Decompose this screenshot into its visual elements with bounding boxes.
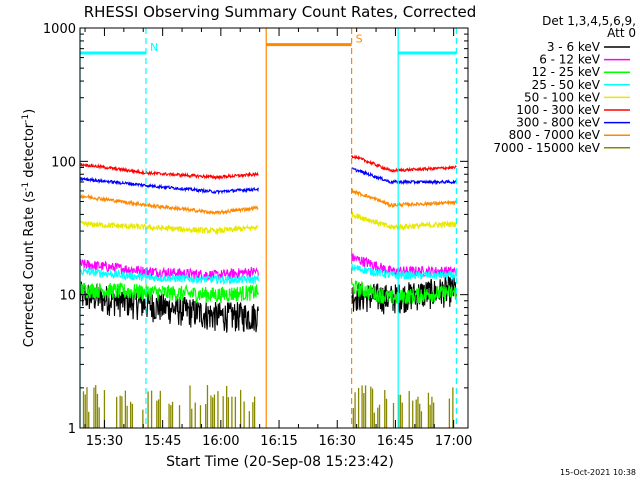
legend-label-3-6-keV: 3 - 6 keV (547, 40, 601, 54)
y-axis-label-sup1: -1 (21, 182, 31, 191)
x-tick-label: 15:45 (144, 434, 181, 449)
series-800-7000-keV-segment-0 (79, 193, 259, 216)
annotation-n-0: N (79, 28, 158, 428)
annotation-s-1: S (265, 28, 363, 428)
legend-label-100-300-keV: 100 - 300 keV (516, 103, 600, 117)
series-50-100-keV-segment-0 (79, 220, 259, 236)
annotation-n-0-label: N (150, 41, 158, 54)
series-12-25-keV-segment-0 (79, 281, 259, 304)
legend-label-300-800-keV: 300 - 800 keV (516, 116, 600, 130)
x-axis-label: Start Time (20-Sep-08 15:23:42) (166, 454, 394, 470)
y-tick-label: 10 (59, 289, 76, 304)
y-axis: 1 10 100 1000 (43, 22, 468, 437)
series-100-300-keV-segment-1 (351, 154, 457, 173)
legend-label-50-100-keV: 50 - 100 keV (524, 90, 601, 104)
annotation-s-1-label: S (356, 33, 363, 46)
series-7000-15000-keV-spikes-0 (82, 385, 256, 428)
chart-title: RHESSI Observing Summary Count Rates, Co… (84, 3, 477, 21)
legend-label-12-25-keV: 12 - 25 keV (532, 65, 601, 79)
y-tick-label: 1000 (43, 22, 76, 37)
series-800-7000-keV-segment-1 (351, 187, 457, 209)
y-axis-label-sup2: -1 (21, 114, 31, 123)
x-tick-label: 16:45 (377, 434, 414, 449)
series-300-800-keV-segment-0 (79, 176, 259, 196)
y-axis-label-main: Corrected Count Rate (s (22, 191, 37, 348)
series-7000-15000-keV-spikes-1 (352, 385, 454, 428)
y-axis-label-end: ) (22, 109, 37, 114)
series-50-100-keV-segment-1 (351, 211, 457, 232)
legend-label-6-12-keV: 6 - 12 keV (539, 53, 601, 67)
series-25-50-keV-segment-0 (79, 266, 259, 286)
y-tick-label: 100 (51, 155, 76, 170)
legend-header-line2: Att 0 (607, 26, 636, 40)
timestamp: 15-Oct-2021 10:38 (560, 468, 636, 477)
x-tick-label: 17:00 (435, 434, 472, 449)
annotation-interval-2 (397, 28, 457, 428)
y-axis-label-mid: detector (22, 122, 37, 182)
x-tick-label: 16:30 (319, 434, 356, 449)
plot-frame (79, 27, 469, 429)
x-tick-label: 16:15 (260, 434, 297, 449)
series-layer (79, 154, 457, 428)
y-axis-label: Corrected Count Rate (s-1 detector-1) (21, 109, 37, 347)
x-axis: 15:30 15:45 16:00 16:15 16:30 16:45 17:00 (84, 28, 472, 449)
legend-label-7000-15000-keV: 7000 - 15000 keV (493, 141, 600, 155)
y-tick-label: 1 (68, 422, 76, 437)
x-tick-label: 15:30 (86, 434, 123, 449)
legend-label-800-7000-keV: 800 - 7000 keV (509, 128, 601, 142)
series-3-6-keV-segment-0 (79, 281, 259, 333)
legend-label-25-50-keV: 25 - 50 keV (532, 78, 601, 92)
x-tick-label: 16:00 (202, 434, 239, 449)
series-100-300-keV-segment-0 (79, 162, 259, 181)
series-25-50-keV-segment-1 (351, 263, 457, 280)
series-300-800-keV-segment-1 (351, 167, 457, 186)
legend-header-line1: Det 1,3,4,5,6,9, (542, 14, 636, 28)
series-12-25-keV-segment-1 (351, 280, 457, 305)
